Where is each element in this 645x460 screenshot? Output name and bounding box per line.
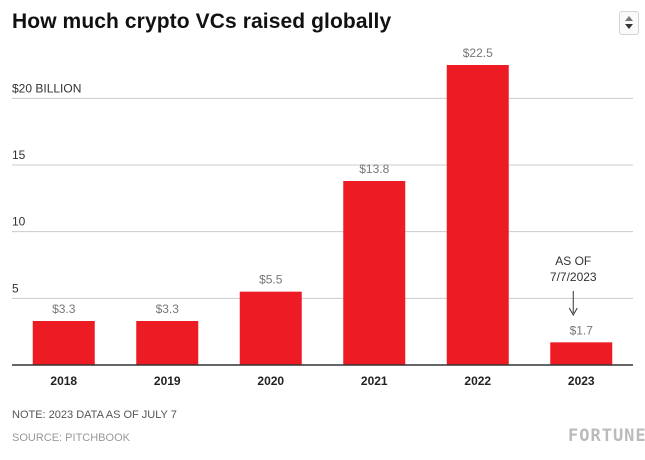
x-tick-label: 2018 bbox=[50, 374, 77, 388]
y-tick-label: 15 bbox=[12, 148, 26, 162]
chart-note: NOTE: 2023 DATA AS OF JULY 7 bbox=[12, 409, 177, 421]
y-tick-label: 10 bbox=[12, 215, 26, 229]
chart-title: How much crypto VCs raised globally bbox=[12, 10, 392, 33]
bar bbox=[343, 181, 406, 365]
bar bbox=[446, 65, 509, 365]
y-tick-label: 5 bbox=[12, 281, 19, 295]
fortune-logo: FORTUNE bbox=[568, 426, 645, 446]
arrow-down-icon bbox=[625, 24, 633, 29]
y-tick-label: $20 BILLION bbox=[12, 81, 81, 95]
x-tick-label: 2023 bbox=[568, 374, 595, 388]
data-label: $3.3 bbox=[52, 302, 76, 316]
bar bbox=[136, 321, 199, 365]
x-tick-label: 2022 bbox=[464, 374, 491, 388]
bar-chart: 5 10 15 $20 BILLION $3.3 2018 $3.3 2019 $5.5 2020… bbox=[12, 46, 633, 388]
chart-source: SOURCE: PITCHBOOK bbox=[12, 432, 130, 444]
data-label: $22.5 bbox=[463, 46, 493, 60]
annotation-text: AS OF bbox=[555, 254, 591, 268]
bar bbox=[550, 342, 613, 365]
bar bbox=[239, 291, 302, 365]
x-tick-label: 2019 bbox=[154, 374, 181, 388]
data-label: $5.5 bbox=[259, 273, 283, 287]
arrow-up-icon bbox=[625, 16, 633, 21]
x-tick-label: 2021 bbox=[361, 374, 388, 388]
data-label: $1.7 bbox=[570, 323, 594, 337]
data-label: $3.3 bbox=[156, 302, 180, 316]
sort-arrows-icon[interactable] bbox=[619, 11, 639, 35]
data-label: $13.8 bbox=[359, 162, 389, 176]
x-tick-label: 2020 bbox=[257, 374, 284, 388]
bar bbox=[32, 321, 95, 365]
annotation-text: 7/7/2023 bbox=[550, 270, 597, 284]
annotation-arrowhead bbox=[568, 307, 578, 317]
